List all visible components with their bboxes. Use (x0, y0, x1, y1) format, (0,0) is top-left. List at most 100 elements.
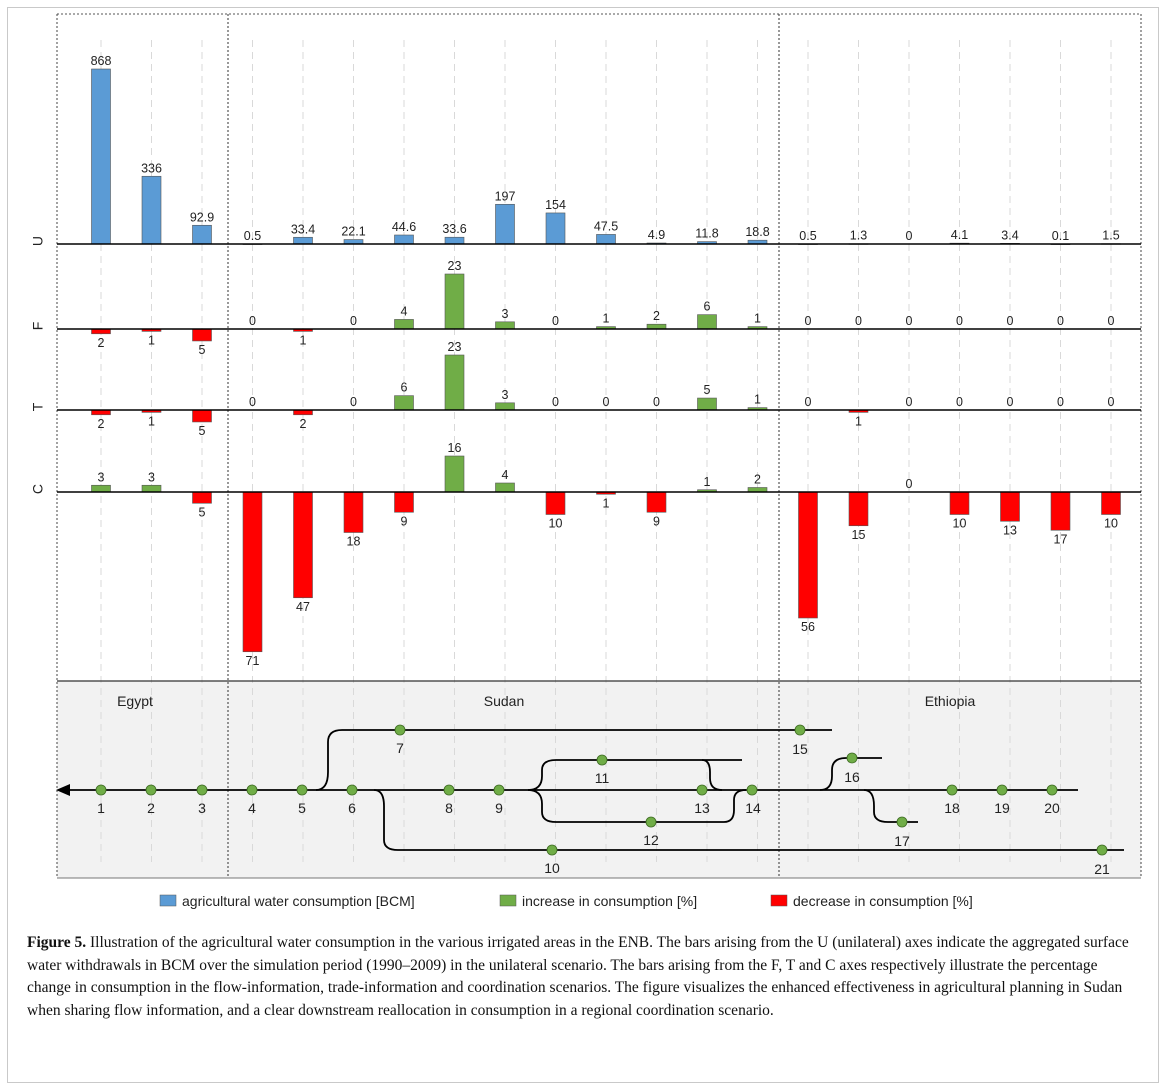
value-label-U-2: 336 (141, 161, 162, 175)
bar-T-9 (495, 402, 515, 411)
bar-C-19 (1000, 491, 1020, 522)
value-label-U-1: 868 (91, 54, 112, 68)
value-label-T-19: 0 (1007, 395, 1014, 409)
node-label-19: 19 (994, 800, 1010, 816)
legend-label-1: agricultural water consumption [BCM] (182, 893, 415, 909)
legend-swatch-1 (159, 894, 177, 907)
bar-U-10 (545, 212, 566, 245)
node-15 (794, 724, 806, 736)
value-label-C-11: 1 (603, 496, 610, 510)
node-2 (145, 784, 157, 796)
region-label-egypt: Egypt (117, 693, 153, 709)
value-label-C-19: 13 (1003, 523, 1017, 537)
region-label-sudan: Sudan (484, 693, 524, 709)
value-label-T-4: 0 (249, 395, 256, 409)
value-label-U-12: 4.9 (648, 228, 665, 242)
node-label-7: 7 (396, 740, 404, 756)
value-label-T-6: 0 (350, 395, 357, 409)
node-4 (246, 784, 258, 796)
bar-C-10 (545, 491, 566, 515)
value-label-F-10: 0 (552, 314, 559, 328)
node-label-3: 3 (198, 800, 206, 816)
bar-F-9 (495, 321, 515, 330)
bar-U-9 (495, 203, 515, 245)
bar-U-3 (192, 224, 212, 245)
bar-F-13 (697, 314, 717, 330)
value-label-F-16: 0 (855, 314, 862, 328)
node-9 (493, 784, 505, 796)
legend-swatch-2 (499, 894, 517, 907)
branch-lower (373, 789, 1124, 851)
bar-F-7 (394, 319, 414, 330)
bar-T-3 (192, 409, 212, 423)
value-label-U-20: 0.1 (1052, 229, 1069, 243)
node-21 (1096, 844, 1108, 856)
map-panel (57, 681, 1141, 878)
value-label-C-20: 17 (1054, 532, 1068, 546)
node-1 (95, 784, 107, 796)
value-label-C-5: 47 (296, 600, 310, 614)
value-label-F-18: 0 (956, 314, 963, 328)
value-label-F-6: 0 (350, 314, 357, 328)
value-label-C-1: 3 (98, 470, 105, 484)
value-label-C-9: 4 (502, 468, 509, 482)
value-label-T-12: 0 (653, 395, 660, 409)
value-label-C-4: 71 (246, 654, 260, 668)
legend-label-3: decrease in consumption [%] (793, 893, 973, 909)
value-label-F-17: 0 (906, 314, 913, 328)
legend: agricultural water consumption [BCM] incr… (159, 893, 973, 909)
value-label-C-18: 10 (953, 517, 967, 531)
value-label-U-4: 0.5 (244, 229, 261, 243)
branch-11-join (701, 759, 723, 791)
value-label-C-13: 1 (704, 475, 711, 489)
node-12 (645, 816, 657, 828)
branch-16 (819, 757, 882, 791)
value-label-U-10: 154 (545, 198, 566, 212)
value-label-C-6: 18 (347, 535, 361, 549)
value-label-F-19: 0 (1007, 314, 1014, 328)
value-label-T-3: 5 (199, 424, 206, 438)
bar-C-2 (141, 484, 162, 493)
axis-label-F: F (30, 322, 46, 331)
node-label-2: 2 (147, 800, 155, 816)
value-label-C-16: 15 (852, 528, 866, 542)
value-label-U-5: 33.4 (291, 222, 315, 236)
node-label-13: 13 (694, 800, 710, 816)
node-label-14: 14 (745, 800, 761, 816)
value-label-F-3: 5 (199, 343, 206, 357)
bar-C-3 (192, 491, 212, 504)
bar-C-8 (444, 455, 465, 493)
value-label-T-15: 0 (805, 395, 812, 409)
bar-C-12 (646, 491, 667, 513)
value-label-U-13: 11.8 (695, 227, 718, 241)
value-label-F-15: 0 (805, 314, 812, 328)
bars (91, 68, 1121, 653)
value-label-F-14: 1 (754, 312, 761, 326)
value-label-U-18: 4.1 (951, 228, 968, 242)
outlet-arrow-icon (56, 784, 70, 796)
branch-12 (527, 789, 747, 823)
value-label-F-7: 4 (401, 304, 408, 318)
bar-C-6 (343, 491, 364, 533)
figure-frame (7, 7, 1159, 1083)
value-label-C-7: 9 (401, 514, 408, 528)
caption-label: Figure 5. (27, 934, 87, 951)
node-label-15: 15 (792, 741, 808, 757)
node-label-4: 4 (248, 800, 256, 816)
node-10 (546, 844, 558, 856)
bar-C-16 (848, 491, 869, 527)
value-label-F-11: 1 (603, 312, 610, 326)
node-17 (896, 816, 908, 828)
value-label-F-9: 3 (502, 307, 509, 321)
value-label-T-16: 1 (855, 414, 862, 428)
branch-11 (527, 759, 742, 791)
node-label-16: 16 (844, 769, 860, 785)
value-label-T-18: 0 (956, 395, 963, 409)
node-19 (996, 784, 1008, 796)
bar-F-3 (192, 328, 212, 342)
value-label-F-21: 0 (1108, 314, 1115, 328)
value-label-F-4: 0 (249, 314, 256, 328)
bar-U-5 (293, 236, 313, 245)
